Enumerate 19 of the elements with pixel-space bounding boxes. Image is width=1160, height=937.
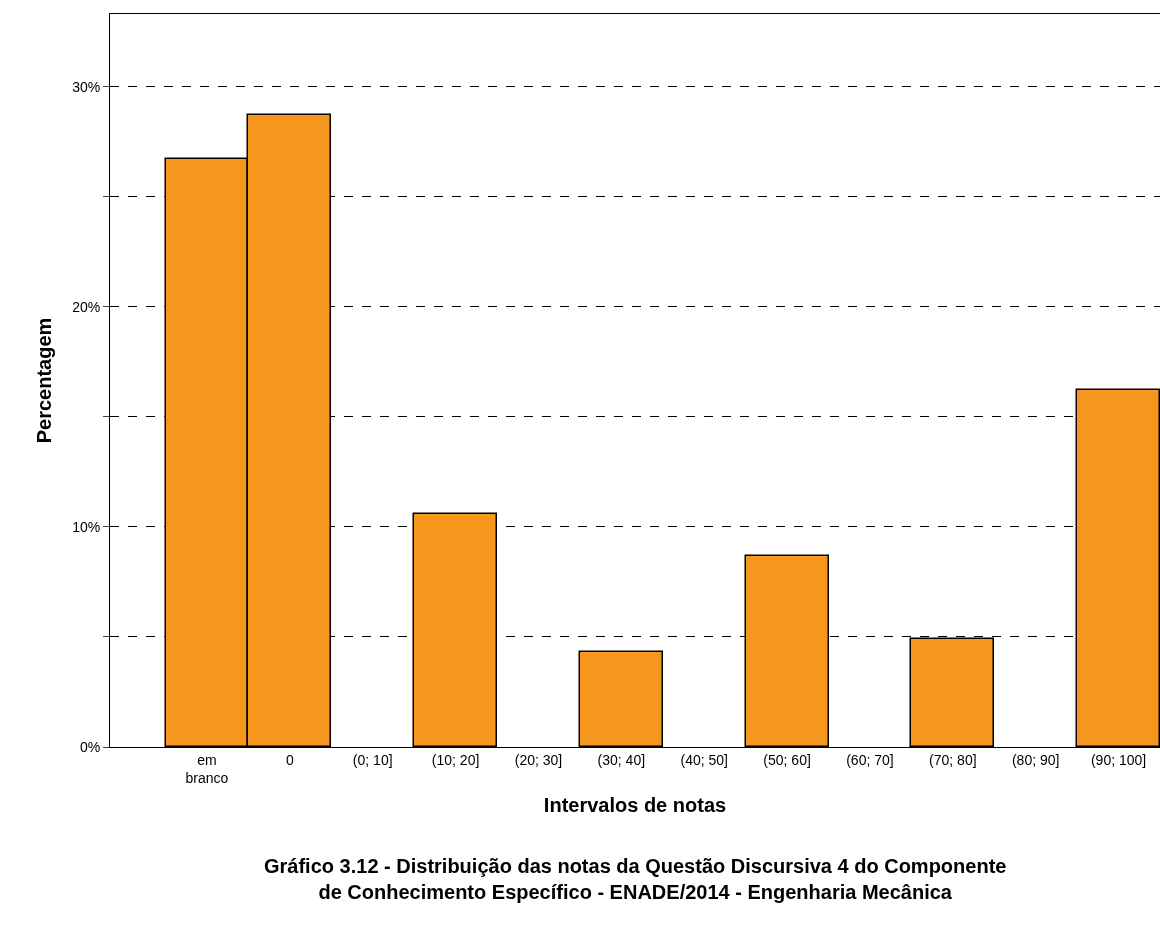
y-tick-label: 0% bbox=[79, 738, 101, 755]
y-tick-label: 30% bbox=[72, 78, 101, 95]
x-tick-label: em branco bbox=[185, 751, 229, 786]
x-tick-label: (40; 50] bbox=[680, 751, 728, 768]
y-axis-title: Percentagem bbox=[32, 317, 55, 444]
x-tick-label: (50; 60] bbox=[763, 751, 811, 768]
x-axis-title: Intervalos de notas bbox=[543, 793, 727, 816]
x-tick-label: (20; 30] bbox=[514, 751, 563, 768]
x-tick-label: (0; 10] bbox=[352, 751, 393, 768]
text: Gráfico 3.12 - Distribuição das notas da Questão Discursiva 4 do Componente de Conhecimento Específico - ENADE/2014 - Engenharia Mecânica bbox=[264, 855, 1007, 903]
x-tick-label: (90; 100] bbox=[1090, 751, 1147, 768]
y-tick-label: 20% bbox=[72, 298, 101, 315]
x-tick-label: (30; 40] bbox=[597, 751, 646, 768]
y-tick-label: 10% bbox=[72, 518, 101, 535]
x-tick-label: 0 bbox=[285, 751, 294, 768]
x-tick-label: (80; 90] bbox=[1011, 751, 1060, 768]
x-tick-label: (10; 20] bbox=[431, 751, 480, 768]
x-tick-label: (60; 70] bbox=[846, 751, 894, 768]
x-tick-label: (70; 80] bbox=[929, 751, 977, 768]
